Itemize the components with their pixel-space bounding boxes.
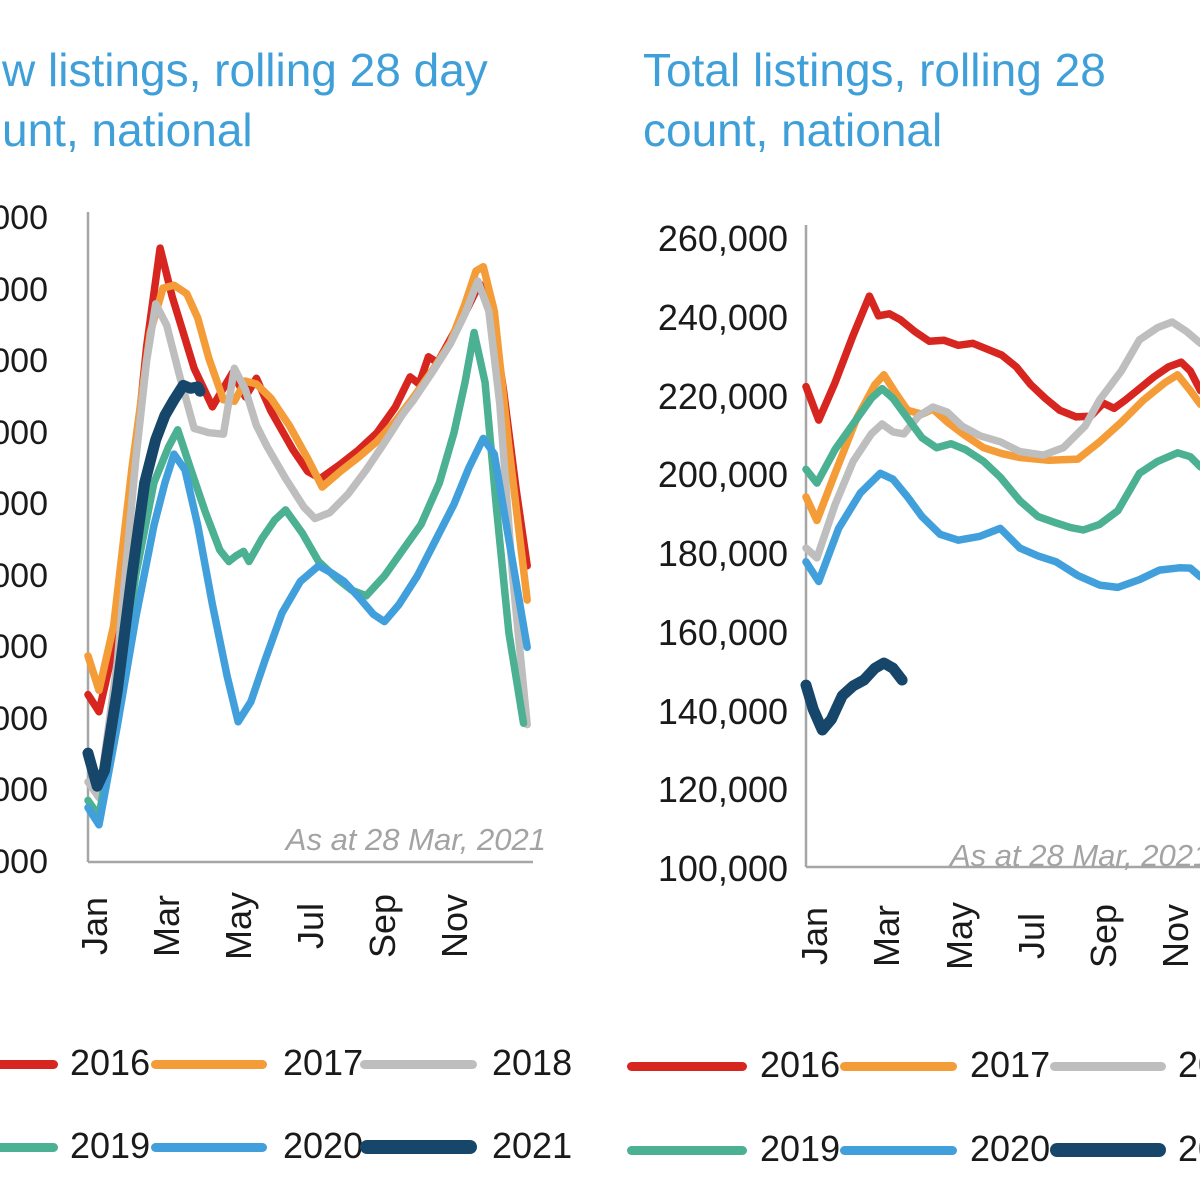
y-tick-label: 200,000 [657,454,788,496]
right-chart-title-line1: Total listings, rolling 28 [643,44,1106,96]
legend-swatch-2019 [0,1142,58,1152]
x-tick-label: Sep [1083,903,1124,969]
legend-label-2018: 2018 [492,1042,573,1083]
y-tick-label: 240,000 [657,296,788,338]
y-tick-label: 260,000 [657,218,788,259]
left-chart-as-at-annotation: As at 28 Mar, 2021 [285,822,546,857]
series-line-2021 [82,379,206,792]
left-chart-title-line2: unt, national [2,104,253,156]
legend-label-2017: 2017 [283,1042,364,1083]
legend-swatch-2021 [360,1140,477,1154]
y-tick-label: 15,000 [0,771,48,810]
y-tick-label: 220,000 [657,375,788,417]
series-line-2017 [802,371,1200,525]
x-tick-label: Jan [74,896,115,956]
x-tick-label: Jan [794,906,835,966]
legend-swatch-2018 [1050,1061,1166,1071]
y-tick-label: 50,000 [0,270,48,309]
x-tick-label: Mar [866,905,907,967]
series-line-2020 [84,434,531,829]
y-tick-label: 20,000 [0,699,48,738]
right-chart-title-line2: count, national [643,104,943,156]
legend-label-2021: 2021 [1178,1128,1200,1169]
legend-label-2020: 2020 [970,1128,1051,1169]
series-line-2019 [802,384,1200,534]
legend-swatch-2016 [0,1059,58,1069]
series-line-2021 [800,657,908,736]
x-tick-label: Sep [362,893,403,959]
y-tick-label: 10,000 [0,843,48,881]
left-chart-title: w listings, rolling 28 day unt, national [2,40,488,160]
legend-swatch-2018 [360,1059,477,1069]
legend-swatch-2020 [151,1142,267,1152]
x-tick-label: Jul [1011,912,1052,960]
legend-label-2016: 2016 [70,1042,151,1083]
y-tick-label: 25,000 [0,628,48,667]
legend-swatch-2019 [627,1145,747,1155]
series-line-2016 [802,292,1200,424]
y-tick-label: 140,000 [657,690,788,732]
right-chart-as-at-annotation: As at 28 Mar, 2021 [950,838,1200,873]
legend-swatch-2020 [840,1145,957,1155]
legend-label-2017: 2017 [970,1044,1051,1085]
legend-label-2019: 2019 [760,1128,841,1169]
series-line-2019 [84,328,528,820]
y-tick-label: 45,000 [0,342,48,381]
legend-label-2016: 2016 [760,1044,841,1085]
x-tick-label: Mar [146,895,187,957]
y-tick-label: 55,000 [0,199,48,237]
right-chart-title: Total listings, rolling 28 count, nation… [643,40,1106,160]
y-tick-label: 40,000 [0,413,48,452]
legend-swatch-2021 [1050,1143,1166,1157]
legend-label-2020: 2020 [283,1125,364,1166]
x-tick-label: Jul [290,902,331,950]
series-line-2018 [802,318,1200,562]
series-line-2018 [84,277,531,802]
legend-label-2021: 2021 [492,1125,573,1166]
x-tick-label: May [939,902,980,971]
legend-swatch-2016 [627,1061,747,1071]
legend-swatch-2017 [840,1061,957,1071]
series-line-2020 [802,469,1200,592]
x-tick-label: May [218,892,259,961]
y-tick-label: 160,000 [657,611,788,653]
x-tick-label: Nov [434,893,475,959]
y-tick-label: 120,000 [657,769,788,811]
y-tick-label: 100,000 [657,848,788,889]
y-tick-label: 180,000 [657,533,788,574]
legend-label-2018: 2018 [1178,1044,1200,1085]
legend-label-2019: 2019 [70,1125,151,1166]
legend-swatch-2017 [151,1059,267,1069]
y-tick-label: 35,000 [0,485,48,524]
x-tick-label: Nov [1155,903,1196,969]
left-chart-title-line1: w listings, rolling 28 day [2,44,488,96]
y-tick-label: 30,000 [0,556,48,595]
